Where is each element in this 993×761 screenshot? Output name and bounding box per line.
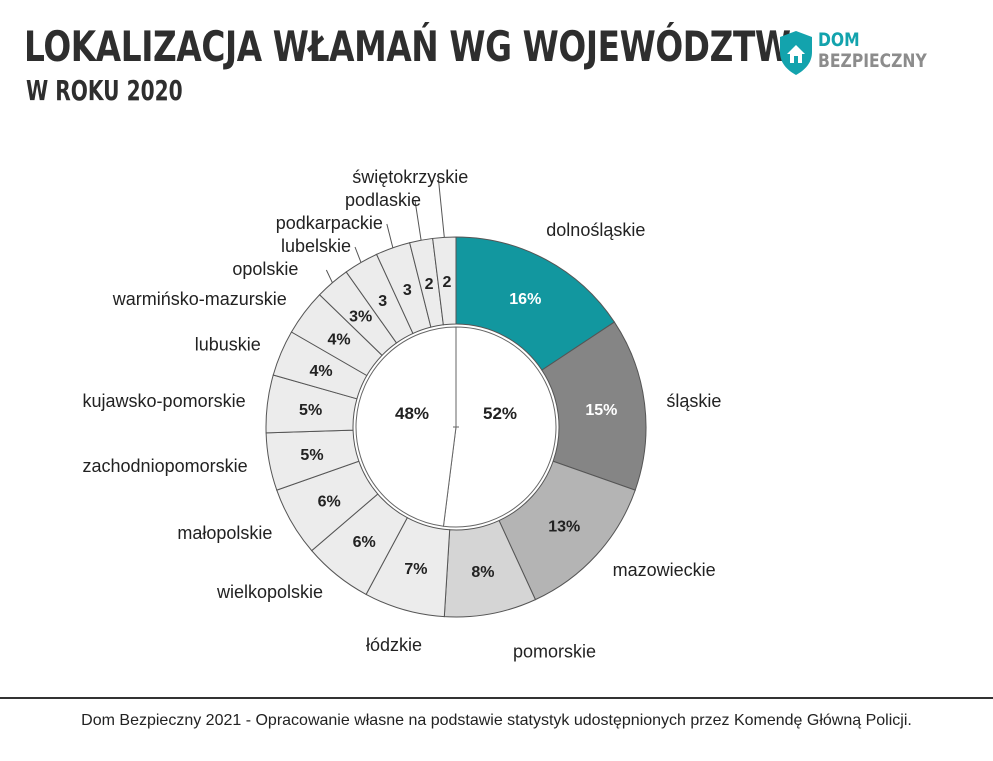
value-label-lubelskie: 3	[378, 293, 387, 310]
category-label-podkarpackie: podkarpackie	[276, 213, 383, 233]
value-label-pomorskie: 8%	[471, 564, 494, 581]
category-label-kujawsko-pomorskie: kujawsko-pomorskie	[83, 391, 246, 411]
leader-line-swietokrzyskie	[437, 177, 445, 238]
category-label-warminsko-mazurskie: warmińsko-mazurskie	[112, 289, 287, 309]
value-label-mazowieckie: 13%	[548, 519, 580, 536]
value-label-podlaskie: 2	[425, 276, 434, 293]
category-label-wielkopolskie: wielkopolskie	[216, 582, 323, 602]
category-label-lodzkie: łódzkie	[366, 635, 422, 655]
value-label-lodzkie: 7%	[404, 561, 427, 578]
category-label-swietokrzyskie: świętokrzyskie	[352, 167, 468, 187]
brand-logo: DOM BEZPIECZNY	[778, 28, 928, 78]
slice-swietokrzyskie	[432, 236, 457, 326]
value-label-lubuskie: 4%	[310, 363, 333, 380]
leader-line-podlaskie	[414, 200, 422, 241]
shield-house-icon	[780, 31, 812, 75]
category-label-lubuskie: lubuskie	[195, 334, 261, 354]
value-label-swietokrzyskie: 2	[443, 274, 452, 291]
value-label-opolskie: 3%	[349, 309, 372, 326]
leader-line-lubelskie	[354, 246, 362, 263]
value-label-zachodniopomorskie: 5%	[300, 447, 323, 464]
value-label-warminsko-mazurskie: 4%	[328, 332, 351, 349]
footer-divider	[0, 697, 993, 699]
inner-slice-2	[355, 326, 457, 527]
logo-text-bezpieczny: BEZPIECZNY	[818, 50, 927, 72]
category-label-zachodniopomorskie: zachodniopomorskie	[83, 456, 248, 476]
leader-line-opolskie	[325, 269, 333, 283]
value-label-podkarpackie: 3	[403, 282, 412, 299]
category-label-malopolskie: małopolskie	[177, 523, 272, 543]
category-label-opolskie: opolskie	[232, 259, 298, 279]
chart-subtitle: W ROKU 2020	[26, 74, 183, 107]
category-label-podlaskie: podlaskie	[345, 190, 421, 210]
category-label-pomorskie: pomorskie	[513, 641, 596, 661]
leader-line-podkarpackie	[386, 223, 394, 248]
inner-slice-1	[442, 326, 557, 528]
footer-source-note: Dom Bezpieczny 2021 - Opracowanie własne…	[81, 712, 912, 729]
logo-text-dom: DOM	[818, 29, 860, 51]
value-label-malopolskie: 6%	[318, 493, 341, 510]
donut-chart: 52%48%16%15%13%8%7%6%6%5%5%4%4%3%33 2 2dol…	[83, 167, 722, 661]
category-label-lubelskie: lubelskie	[281, 236, 351, 256]
value-label-dolnoslaskie: 16%	[509, 291, 541, 308]
value-label-kujawsko-pomorskie: 5%	[299, 402, 322, 419]
category-label-mazowieckie: mazowieckie	[613, 560, 716, 580]
inner-value-label-1: 52%	[483, 404, 517, 423]
category-label-dolnoslaskie: dolnośląskie	[546, 220, 645, 240]
category-label-slaskie: śląskie	[666, 391, 721, 411]
value-label-slaskie: 15%	[585, 402, 617, 419]
value-label-wielkopolskie: 6%	[353, 534, 376, 551]
inner-value-label-2: 48%	[395, 404, 429, 423]
chart-title: LOKALIZACJA WŁAMAŃ WG WOJEWÓDZTW	[24, 22, 791, 71]
